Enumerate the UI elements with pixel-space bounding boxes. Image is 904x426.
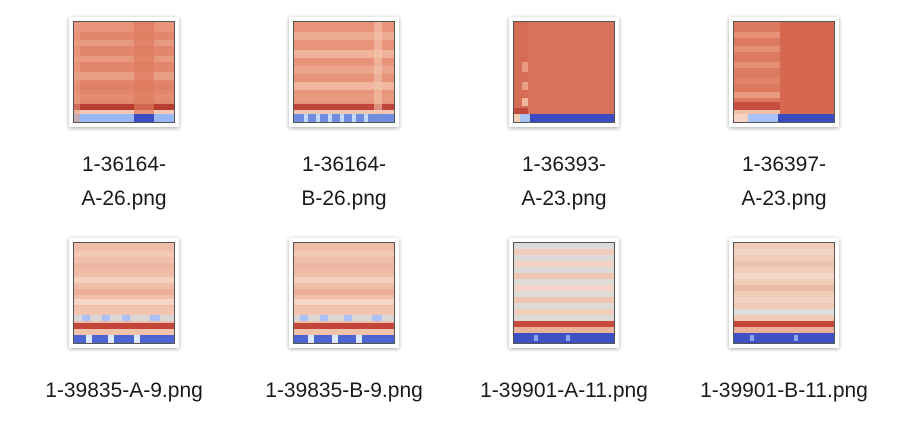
file-thumbnail[interactable] [509, 17, 619, 127]
spectrogram-image [733, 242, 835, 344]
file-item[interactable]: 1-36164- B-26.png [234, 0, 454, 220]
file-name[interactable]: 1-39901-B-11.png [700, 379, 868, 402]
file-item[interactable]: 1-39835-A-9.png [14, 224, 234, 424]
file-name[interactable]: 1-36164- A-26.png [81, 153, 167, 210]
file-name[interactable]: 1-36393- A-23.png [521, 153, 607, 210]
file-item[interactable]: 1-36397- A-23.png [674, 0, 894, 220]
file-name[interactable]: 1-39835-A-9.png [45, 379, 203, 402]
file-thumbnail[interactable] [729, 238, 839, 348]
file-thumbnail[interactable] [729, 17, 839, 127]
file-thumbnail[interactable] [69, 17, 179, 127]
file-item[interactable]: 1-36164- A-26.png [14, 0, 234, 220]
spectrogram-image [513, 242, 615, 344]
spectrogram-image [73, 242, 175, 344]
file-item[interactable]: 1-36393- A-23.png [454, 0, 674, 220]
spectrogram-image [733, 21, 835, 123]
file-name[interactable]: 1-39901-A-11.png [480, 379, 648, 402]
file-item[interactable]: 1-39901-A-11.png [454, 224, 674, 424]
file-thumbnail[interactable] [289, 238, 399, 348]
spectrogram-image [73, 21, 175, 123]
file-item[interactable]: 1-39901-B-11.png [674, 224, 894, 424]
file-name[interactable]: 1-36164- B-26.png [301, 153, 387, 210]
file-item[interactable]: 1-39835-B-9.png [234, 224, 454, 424]
file-thumbnail[interactable] [69, 238, 179, 348]
spectrogram-image [293, 242, 395, 344]
spectrogram-image [293, 21, 395, 123]
file-name[interactable]: 1-36397- A-23.png [741, 153, 827, 210]
spectrogram-image [513, 21, 615, 123]
file-name[interactable]: 1-39835-B-9.png [265, 379, 423, 402]
file-thumbnail[interactable] [509, 238, 619, 348]
file-thumbnail[interactable] [289, 17, 399, 127]
